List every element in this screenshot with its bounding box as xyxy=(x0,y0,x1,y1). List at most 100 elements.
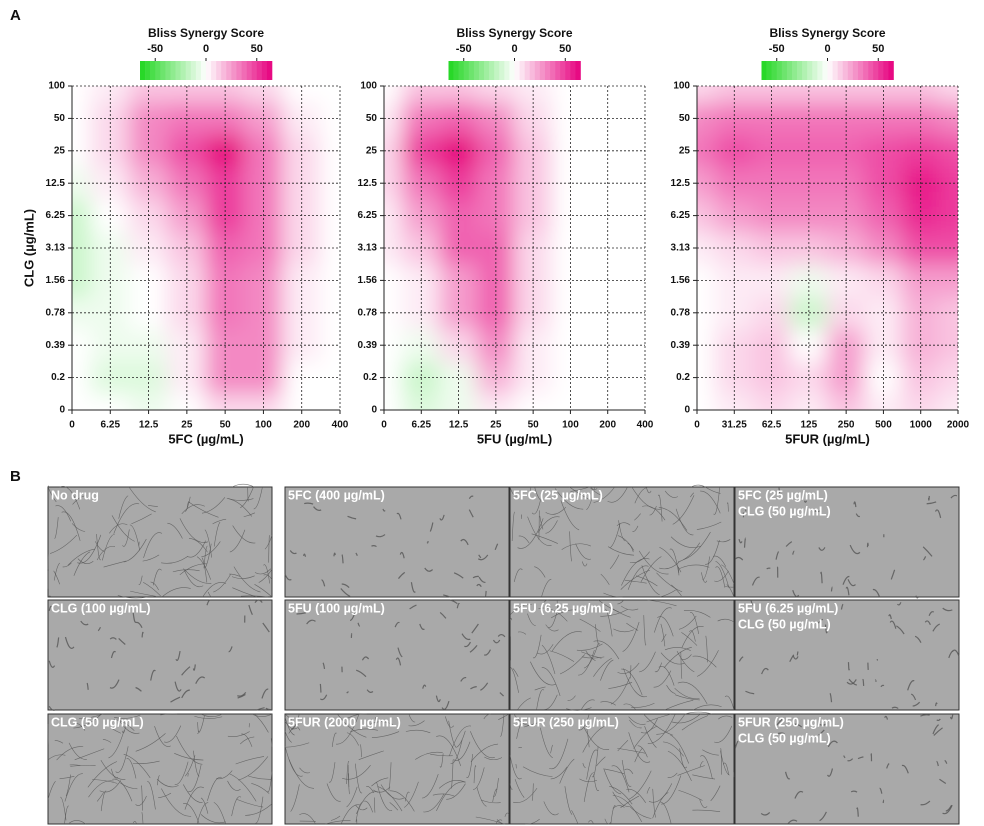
colorbar-swatch xyxy=(454,61,459,80)
micrograph-label: 5FC (25 µg/mL) xyxy=(513,488,603,502)
x-axis-title: 5FUR (µg/mL) xyxy=(785,431,870,446)
x-tick-label: 50 xyxy=(528,420,540,431)
y-tick-label: 6.25 xyxy=(46,210,66,221)
y-tick-label: 0.39 xyxy=(46,340,66,351)
colorbar-swatch xyxy=(191,61,196,80)
colorbar-swatch xyxy=(469,61,474,80)
micrograph-bg xyxy=(48,600,272,710)
y-tick-label: 12.5 xyxy=(358,178,378,189)
y-tick-label: 3.13 xyxy=(358,243,378,254)
colorbar-title: Bliss Synergy Score xyxy=(456,26,572,40)
micrograph-bg xyxy=(48,714,272,824)
colorbar-swatch xyxy=(853,61,858,80)
micrograph-label: 5FU (6.25 µg/mL) xyxy=(738,601,838,615)
hypha xyxy=(883,800,884,803)
micrograph-label: CLG (100 µg/mL) xyxy=(51,601,151,615)
colorbar-swatch xyxy=(211,61,216,80)
colorbar-swatch xyxy=(474,61,479,80)
colorbar-swatch xyxy=(504,61,509,80)
colorbar-swatch xyxy=(535,61,540,80)
colorbar-swatch xyxy=(170,61,175,80)
y-tick-label: 25 xyxy=(54,145,66,156)
colorbar-swatch xyxy=(140,61,145,80)
y-tick-label: 0.39 xyxy=(358,340,378,351)
hypha xyxy=(867,543,868,547)
colorbar-tick-label: 0 xyxy=(203,43,209,55)
colorbar-swatch xyxy=(262,61,267,80)
colorbar-swatch xyxy=(817,61,822,80)
colorbar-swatch xyxy=(555,61,560,80)
colorbar-swatch xyxy=(767,61,772,80)
colorbar-swatch xyxy=(145,61,150,80)
colorbar-swatch xyxy=(150,61,155,80)
x-tick-label: 500 xyxy=(875,420,892,431)
micrograph-label: 5FU (100 µg/mL) xyxy=(288,601,385,615)
y-tick-label: 50 xyxy=(366,113,378,124)
colorbar-tick-label: 0 xyxy=(511,43,517,55)
colorbar-swatch xyxy=(550,61,555,80)
colorbar-swatch xyxy=(196,61,201,80)
x-tick-label: 6.25 xyxy=(412,420,432,431)
hypha xyxy=(848,662,849,670)
colorbar-swatch xyxy=(464,61,469,80)
x-axis-title: 5FC (µg/mL) xyxy=(168,431,243,446)
micrograph: 5FUR (250 µg/mL)CLG (50 µg/mL) xyxy=(735,714,959,824)
colorbar-swatch xyxy=(459,61,464,80)
micrograph-label: No drug xyxy=(51,488,99,502)
colorbar-swatch xyxy=(575,61,580,80)
y-tick-label: 3.13 xyxy=(671,243,691,254)
micrograph: 5FU (100 µg/mL) xyxy=(285,600,509,710)
colorbar-swatch xyxy=(777,61,782,80)
colorbar-title: Bliss Synergy Score xyxy=(769,26,885,40)
colorbar-tick-label: -50 xyxy=(769,43,785,55)
figure: A B 06.2512.5255010020040000.20.390.781.… xyxy=(0,0,984,826)
colorbar-swatch xyxy=(206,61,211,80)
colorbar-swatch xyxy=(226,61,231,80)
y-tick-label: 0.78 xyxy=(671,307,691,318)
hypha xyxy=(929,496,930,500)
colorbar-tick-label: 50 xyxy=(872,43,884,55)
y-axis-title: CLG (µg/mL) xyxy=(21,209,36,287)
colorbar-swatch xyxy=(838,61,843,80)
x-tick-label: 25 xyxy=(181,420,193,431)
colorbar-swatch xyxy=(883,61,888,80)
micrograph-label: CLG (50 µg/mL) xyxy=(51,715,144,729)
y-tick-label: 3.13 xyxy=(46,243,66,254)
colorbar-swatch xyxy=(509,61,514,80)
y-tick-label: 0.78 xyxy=(358,307,378,318)
colorbar-swatch xyxy=(176,61,181,80)
x-axis-title: 5FU (µg/mL) xyxy=(477,431,552,446)
y-tick-label: 0 xyxy=(684,405,690,416)
colorbar-swatch xyxy=(165,61,170,80)
panel-label: A xyxy=(10,7,21,24)
x-tick-label: 1000 xyxy=(910,420,933,431)
colorbar-swatch xyxy=(160,61,165,80)
colorbar-swatch xyxy=(221,61,226,80)
y-tick-label: 1.56 xyxy=(671,275,691,286)
colorbar-swatch xyxy=(489,61,494,80)
panel-label: B xyxy=(10,468,21,485)
micrograph: 5FC (25 µg/mL) xyxy=(510,485,734,597)
colorbar-swatch xyxy=(822,61,827,80)
y-tick-label: 50 xyxy=(54,113,66,124)
y-tick-label: 12.5 xyxy=(46,178,66,189)
y-tick-label: 0.39 xyxy=(671,340,691,351)
colorbar-swatch xyxy=(792,61,797,80)
y-tick-label: 0 xyxy=(371,405,377,416)
colorbar-swatch xyxy=(479,61,484,80)
micrograph-bg xyxy=(510,487,734,597)
colorbar-swatch xyxy=(868,61,873,80)
y-tick-label: 0.78 xyxy=(46,307,66,318)
micrograph-label: 5FC (400 µg/mL) xyxy=(288,488,385,502)
micrograph-label: CLG (50 µg/mL) xyxy=(738,617,831,631)
colorbar-swatch xyxy=(201,61,206,80)
y-tick-label: 0.2 xyxy=(51,372,65,383)
colorbar-swatch xyxy=(787,61,792,80)
colorbar-swatch xyxy=(797,61,802,80)
colorbar-tick-label: 50 xyxy=(251,43,263,55)
colorbar-swatch xyxy=(484,61,489,80)
micrograph-bg xyxy=(285,600,509,710)
colorbar-swatch xyxy=(267,61,272,80)
colorbar-swatch xyxy=(807,61,812,80)
micrograph-bg xyxy=(510,714,734,824)
